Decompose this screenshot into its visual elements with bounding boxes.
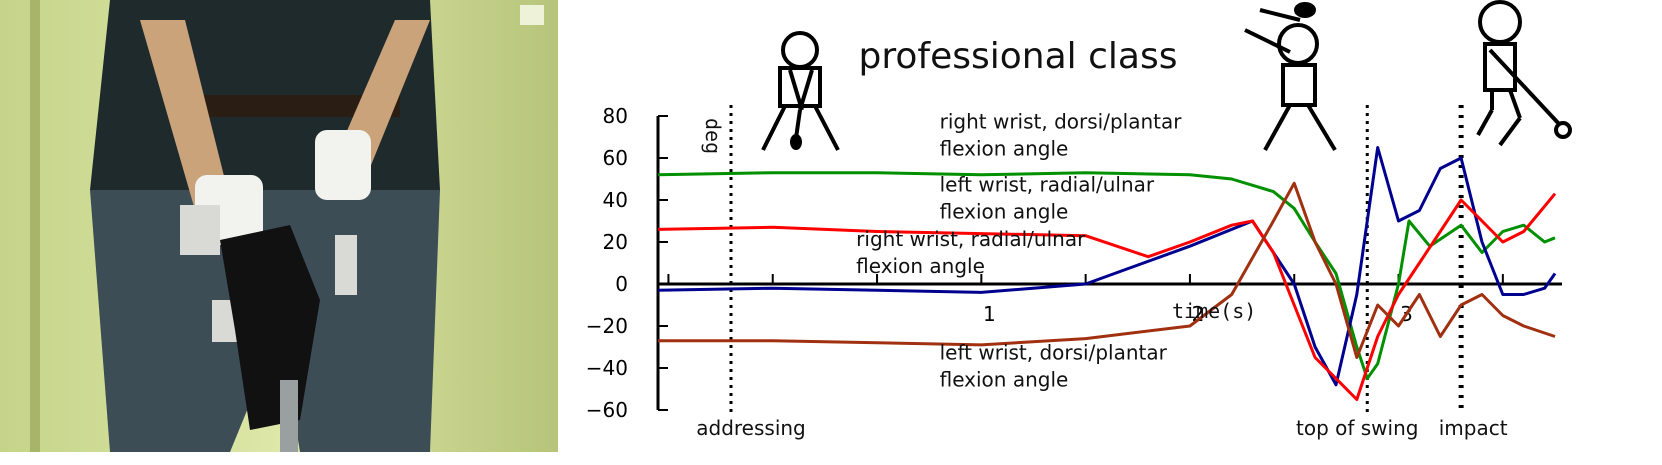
event-marker-label: addressing [696, 416, 806, 440]
y-tick-label: 40 [603, 188, 628, 212]
top-of-swing-stick-figure-icon [1244, 2, 1337, 152]
x-axis-label: time(s) [1172, 299, 1256, 323]
impact-stick-figure-icon [1476, 0, 1572, 147]
golfer-stick-figures [761, 0, 1572, 152]
addressing-stick-figure-icon [761, 31, 840, 151]
chart-axes [656, 116, 1562, 410]
series-annotation-line: flexion angle [940, 200, 1069, 224]
series-line-0 [657, 171, 1556, 380]
y-tick-label: 20 [603, 230, 628, 254]
x-tick-label: 1 [983, 302, 996, 326]
x-tick-label: 2 [1192, 302, 1205, 326]
event-marker-label: top of swing [1296, 416, 1418, 440]
series-annotation-line: flexion angle [856, 254, 985, 278]
data-series [657, 146, 1557, 401]
y-tick-label: −60 [586, 398, 628, 422]
y-axis-label: deg [701, 118, 725, 154]
series-annotation-line: left wrist, radial/ulnar [940, 173, 1155, 197]
y-tick-label: 80 [603, 104, 628, 128]
chart-title: professional class [859, 36, 1178, 77]
y-tick-label: 60 [603, 146, 628, 170]
series-line-2 [657, 192, 1557, 401]
series-annotations: right wrist, dorsi/plantar flexion angle… [856, 110, 1182, 392]
event-markers: addressing top of swing impact [696, 105, 1508, 440]
series-annotation-line: right wrist, dorsi/plantar [940, 110, 1183, 134]
y-tick-label: −40 [586, 356, 628, 380]
series-line-1 [657, 146, 1557, 387]
y-axis-tick-labels: 80 60 40 20 0 −20 −40 −60 [586, 104, 668, 422]
series-annotation-line: flexion angle [940, 368, 1069, 392]
y-tick-label: 0 [615, 272, 628, 296]
series-annotation-line: left wrist, dorsi/plantar [940, 341, 1168, 365]
series-annotation-line: flexion angle [940, 137, 1069, 161]
y-tick-label: −20 [586, 314, 628, 338]
series-line-3 [658, 181, 1556, 359]
event-marker-label: impact [1439, 416, 1508, 440]
golfer-with-wrist-sensors-photo [0, 0, 558, 452]
series-annotation-line: right wrist, radial/ulnar [856, 227, 1086, 251]
